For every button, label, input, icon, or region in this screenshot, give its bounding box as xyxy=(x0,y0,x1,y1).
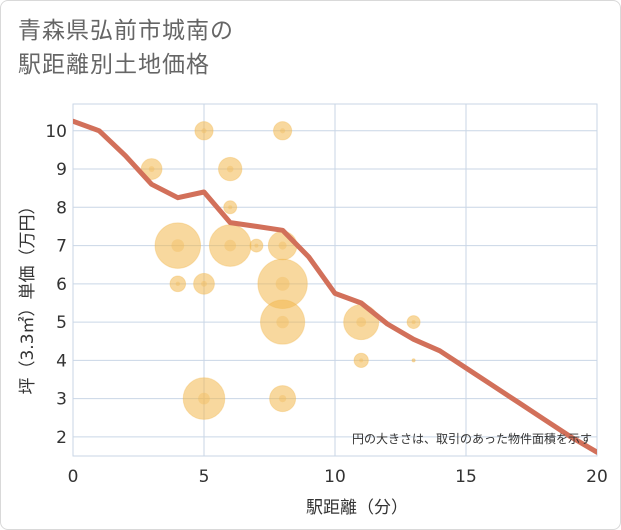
data-point xyxy=(194,121,214,141)
trend-line-layer xyxy=(73,118,597,455)
bubble xyxy=(154,222,202,269)
bubble-core xyxy=(198,392,210,405)
y-axis-label: 坪（3.3㎡）単価（万円） xyxy=(18,197,38,394)
data-point xyxy=(267,230,298,261)
bubble-core xyxy=(148,166,155,172)
chart-title-line2: 駅距離別土地価格 xyxy=(18,52,210,78)
bubble-core xyxy=(201,128,207,134)
bubble-core xyxy=(278,394,287,403)
data-point xyxy=(218,156,243,182)
y-tick-label: 5 xyxy=(56,313,67,333)
data-point xyxy=(154,222,202,269)
bubble-core xyxy=(275,276,290,291)
size-note: 円の大きさは、取引のあった物件面積を示す xyxy=(352,431,592,446)
data-point xyxy=(223,200,238,215)
bubble xyxy=(218,156,243,182)
bubble-core xyxy=(175,281,180,287)
bubble-core xyxy=(359,358,364,363)
data-point xyxy=(193,272,215,295)
x-tick-label: 0 xyxy=(68,467,79,487)
data-point xyxy=(208,224,252,267)
bubble-core xyxy=(226,165,234,173)
bubble xyxy=(249,238,264,253)
bubble-core xyxy=(276,315,289,329)
y-tick-label: 6 xyxy=(56,275,67,295)
bubble xyxy=(260,299,306,345)
y-tick-label: 2 xyxy=(56,428,67,448)
x-tick-label: 15 xyxy=(455,467,477,487)
tick-labels: 0 5 10 15 20 2 3 4 5 6 7 8 9 10 xyxy=(45,122,607,487)
bubble-core xyxy=(171,239,185,252)
plot-border xyxy=(72,103,598,457)
bubble xyxy=(353,352,369,368)
bubble-core xyxy=(280,128,286,134)
bubble-layer xyxy=(140,121,421,420)
bubble xyxy=(194,121,214,141)
bubble-core xyxy=(278,241,287,250)
bubble xyxy=(182,377,226,420)
bubble-core xyxy=(224,239,237,252)
bubble-core xyxy=(228,205,233,210)
chart-title: 青森県弘前市城南の 駅距離別土地価格 xyxy=(18,14,234,82)
y-tick-label: 10 xyxy=(45,122,67,142)
y-tick-label: 3 xyxy=(56,390,67,410)
trend-line xyxy=(73,118,597,455)
bubble xyxy=(411,358,416,363)
data-point xyxy=(249,238,264,253)
bubble xyxy=(273,121,293,141)
data-point xyxy=(411,358,416,363)
data-point xyxy=(353,352,369,368)
bubble xyxy=(169,275,187,293)
y-tick-label: 9 xyxy=(56,160,67,180)
data-point xyxy=(140,158,163,180)
bubble xyxy=(406,315,421,330)
bubble-core xyxy=(254,243,259,248)
x-axis-label: 駅距離（分） xyxy=(306,498,408,518)
data-point xyxy=(406,315,421,330)
y-tick-label: 4 xyxy=(56,351,67,371)
bubble-core xyxy=(356,317,367,328)
data-point xyxy=(269,385,297,413)
bubble xyxy=(269,385,297,413)
bubble xyxy=(140,158,163,180)
bubble-core xyxy=(201,280,207,287)
bubble xyxy=(223,200,238,215)
data-point xyxy=(273,121,293,141)
x-tick-label: 10 xyxy=(324,467,346,487)
chart-title-line1: 青森県弘前市城南の xyxy=(18,18,234,44)
y-tick-label: 7 xyxy=(56,237,67,257)
x-tick-label: 5 xyxy=(199,467,210,487)
y-tick-label: 8 xyxy=(56,198,67,218)
data-point xyxy=(182,377,226,420)
bubble-core xyxy=(411,320,416,325)
data-point xyxy=(169,275,187,293)
data-point xyxy=(260,299,306,345)
bubble xyxy=(193,272,215,295)
x-tick-label: 20 xyxy=(586,467,608,487)
